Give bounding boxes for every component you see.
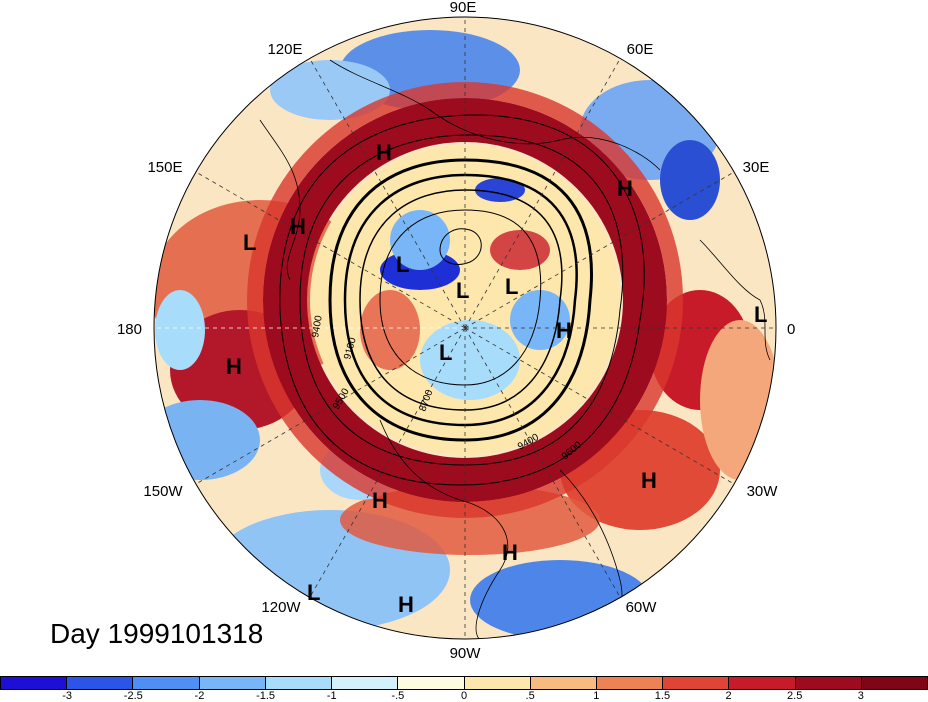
pressure-marker: L [307,580,320,605]
colorbar-swatch [67,677,134,689]
colorbar: -3 -2.5 -2 -1.5 -1 -.5 0 .5 1 1.5 2 2.5 3 [0,676,928,702]
pressure-marker: L [396,252,409,277]
pressure-marker: L [505,274,518,299]
colorbar-tick-label: -.5 [391,690,405,702]
lon-label-90e: 90E [450,0,477,16]
colorbar-tick-label: 3 [857,690,864,702]
lon-label-120e: 120E [267,41,302,58]
colorbar-swatches [0,676,928,690]
pressure-marker: H [226,354,242,379]
colorbar-swatch [861,677,928,689]
pressure-marker: H [372,488,388,513]
colorbar-tick-label: -2.5 [123,690,143,702]
colorbar-tick-label: -3 [62,690,73,702]
lon-label-150w: 150W [143,483,183,500]
pressure-marker: L [754,302,767,327]
colorbar-swatch [530,677,597,689]
pressure-marker: H [556,318,572,343]
lon-label-30w: 30W [747,483,779,500]
polar-stereographic-map: 90E 60E 30E 0 30W 60W 90W 120W 150W 180 … [117,0,795,662]
colorbar-swatch [729,677,796,689]
colorbar-swatch [398,677,465,689]
colorbar-tick-label: -1.5 [256,690,276,702]
pressure-marker: L [439,340,452,365]
contour-lines [279,114,645,486]
longitude-labels: 90E 60E 30E 0 30W 60W 90W 120W 150W 180 … [117,0,795,662]
lon-label-0: 0 [787,321,795,338]
lon-label-90w: 90W [450,645,482,662]
colorbar-tick-label: 2.5 [787,690,803,702]
colorbar-tick-label: 1 [593,690,600,702]
colorbar-swatch [464,677,531,689]
lon-label-30e: 30E [743,159,770,176]
colorbar-swatch [663,677,730,689]
lon-label-60e: 60E [627,41,654,58]
colorbar-tick-label: -1 [326,690,337,702]
lon-label-180: 180 [117,321,142,338]
colorbar-swatch [596,677,664,689]
colorbar-tick-label: 0 [460,690,468,702]
pressure-marker: L [456,278,469,303]
pressure-marker: H [617,176,633,201]
day-title: Day 1999101318 [50,618,264,649]
lon-label-120w: 120W [261,599,301,616]
lon-label-60w: 60W [626,599,658,616]
anomaly-field [154,17,776,639]
colorbar-swatch [1,677,68,689]
colorbar-swatch [265,677,333,689]
colorbar-swatch [795,677,862,689]
pressure-marker: H [398,592,414,617]
pressure-marker: H [502,540,518,565]
colorbar-swatch [332,677,399,689]
colorbar-swatch [133,677,200,689]
map-boundary [153,16,777,640]
lon-label-150e: 150E [147,159,182,176]
contour-label: 9400 [310,314,325,338]
pressure-system-markers: H H L H L L L H L L H H H H L H [226,140,767,617]
colorbar-tick-label: 1.5 [654,690,671,702]
colorbar-tick-label: 2 [725,690,732,702]
colorbar-tick-label: -2 [194,690,205,702]
graticule [154,17,776,639]
pressure-marker: H [641,468,657,493]
colorbar-tick-label: .5 [525,690,535,702]
pressure-marker: H [290,214,306,239]
pressure-marker: H [376,140,392,165]
colorbar-swatch [199,677,266,689]
pressure-marker: L [243,230,256,255]
